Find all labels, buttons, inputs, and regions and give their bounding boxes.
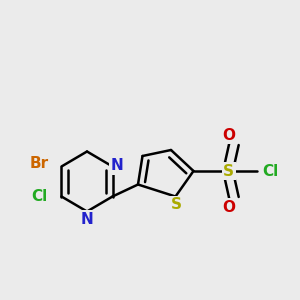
Text: S: S [223,164,234,178]
Text: O: O [222,128,235,142]
Text: Br: Br [29,156,49,171]
Text: Cl: Cl [262,164,279,178]
Text: Cl: Cl [31,189,47,204]
Text: S: S [171,197,182,212]
Text: O: O [222,200,235,214]
Text: N: N [81,212,93,226]
Text: N: N [111,158,123,173]
